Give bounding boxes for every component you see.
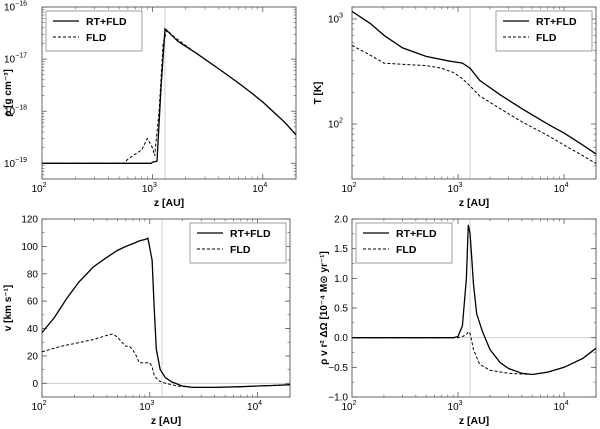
density-y-axis-label: ρ [g cm⁻³] <box>3 69 14 117</box>
velocity-frame <box>41 218 291 398</box>
velocity-y-axis-label: v [km s⁻¹] <box>3 285 14 331</box>
flux-y-tick-label: −1.0 <box>328 393 348 404</box>
flux-y-tick-label: −0.5 <box>328 363 348 374</box>
density-legend-box <box>45 10 143 52</box>
temperature-legend-box <box>495 10 593 52</box>
flux-legend: RT+FLD FLD <box>355 222 453 264</box>
flux-series-rt-fld <box>352 224 596 376</box>
temperature-series-rt-fld <box>352 10 596 155</box>
density-x-axis-label: z [AU] <box>154 197 184 209</box>
temperature-legend: RT+FLD FLD <box>495 10 593 52</box>
velocity-legend-label: RT+FLD <box>230 228 271 240</box>
density-series-fld <box>42 29 296 164</box>
density-legend-label: RT+FLD <box>86 16 127 28</box>
velocity-y-tick-label: 20 <box>27 351 39 362</box>
flux-y-axis-label: ρ v r² ΔΩ [10⁻⁴ M⊙ yr⁻¹] <box>319 251 330 365</box>
temperature-legend-label: FLD <box>536 32 557 44</box>
velocity-x-axis-label: z [AU] <box>151 415 181 427</box>
velocity-legend-label: FLD <box>230 244 251 256</box>
flux-legend-box <box>355 222 453 264</box>
velocity-y-tick-label: 60 <box>27 297 39 308</box>
density-frame <box>41 6 297 180</box>
flux-y-tick-label: 1.0 <box>334 274 348 285</box>
density-legend: RT+FLD FLD <box>45 10 143 52</box>
flux-series-fld <box>352 330 596 376</box>
flux-legend-label: FLD <box>396 244 417 256</box>
flux-y-tick-label: 1.5 <box>334 244 348 255</box>
velocity-y-tick-label: 100 <box>21 242 38 253</box>
temperature-y-axis-label: T [K] <box>313 82 324 105</box>
temperature-legend-label: RT+FLD <box>536 16 577 28</box>
flux-y-tick-label: 0.5 <box>334 304 348 315</box>
temperature-x-axis-label: z [AU] <box>459 197 489 209</box>
velocity-series-fld <box>42 333 290 388</box>
flux-x-axis-label: z [AU] <box>459 415 489 427</box>
velocity-y-tick-label: 120 <box>21 215 38 226</box>
velocity-y-tick-label: 80 <box>27 269 39 280</box>
velocity-y-tick-label: 0 <box>32 379 38 390</box>
temperature-frame <box>351 6 597 180</box>
flux-y-tick-label: 2.0 <box>334 215 348 226</box>
velocity-legend-box <box>189 222 287 264</box>
temperature-series-fld <box>352 44 596 165</box>
velocity-legend: RT+FLD FLD <box>189 222 287 264</box>
density-legend-label: FLD <box>86 32 107 44</box>
flux-legend-label: RT+FLD <box>396 228 437 240</box>
velocity-y-tick-label: 40 <box>27 324 39 335</box>
flux-y-tick-label: 0.0 <box>334 333 348 344</box>
